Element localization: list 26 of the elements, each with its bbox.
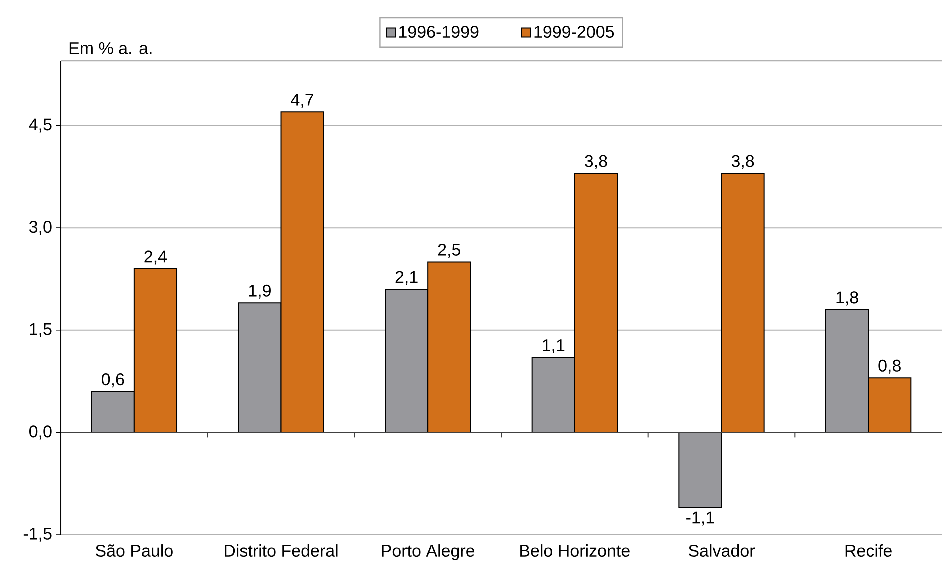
data-label: 0,6 [102,374,124,388]
y-tick-label: 0,0 [30,426,52,440]
data-label: 3,8 [585,155,608,170]
data-label: 2,1 [396,271,418,286]
x-tick-label: Salvador [688,544,755,558]
y-tick-label: 1,5 [30,323,52,338]
data-label: 3,8 [732,155,754,170]
data-label: 1,8 [836,292,858,306]
data-label: 2,5 [438,244,460,258]
x-tick-label: Distrito Federal [225,544,338,558]
data-label: -1,1 [686,512,714,526]
data-label: 1,1 [543,340,565,354]
x-tick-label: São Paulo [96,544,173,558]
x-tick-label: Belo Horizonte [520,544,630,558]
x-tick-label: Recife [846,544,892,558]
data-label: 1,9 [249,284,271,299]
y-tick-label: 3,0 [29,221,52,236]
legend-label: 1996-1999 [400,26,479,38]
data-label: 2,4 [144,250,168,265]
y-tick-label: -1,5 [24,528,52,542]
y-tick-label: 4,5 [29,118,52,133]
x-tick-label: Porto Alegre [382,544,475,560]
legend-label: 1999-2005 [534,26,614,38]
y-axis-title: Em % a. a. [70,42,152,54]
data-label: 0,8 [878,360,901,374]
data-label: 4,7 [291,94,314,108]
